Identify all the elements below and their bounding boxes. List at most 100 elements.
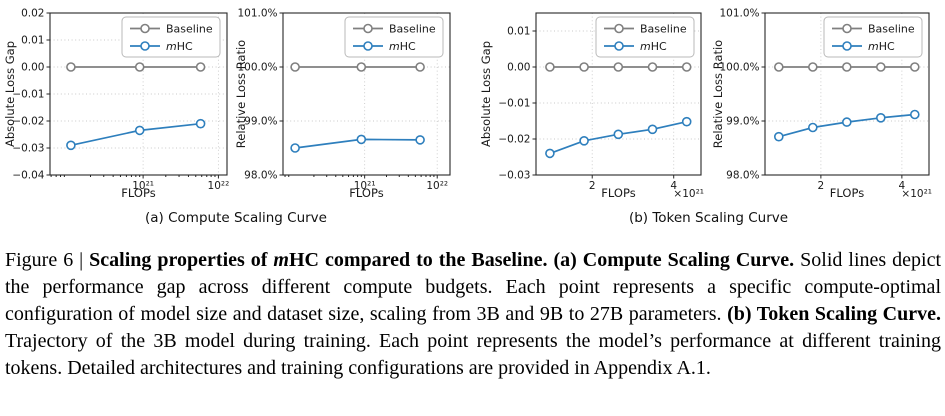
legend-sample-marker xyxy=(363,41,373,51)
chart-svg-token-relative-loss-ratio: 2 4 101.0% 100.0% 99.0% 98.0% FLOPs ×10²¹ Relati… xyxy=(711,8,932,201)
data-point-mHC xyxy=(876,113,886,123)
subcaption-compute-scaling-curve: (a) Compute Scaling Curve xyxy=(145,210,327,226)
x-axis-label: FLOPs xyxy=(601,186,635,200)
data-point-mHC xyxy=(681,116,692,127)
y-tick-label: −0.02 xyxy=(12,116,44,128)
chart-compute-relative-loss-ratio: 10²¹ 10²² 101.0% 100.0% 99.0% 98.0% FLOPs Relat… xyxy=(234,0,472,206)
data-point-Baseline xyxy=(681,62,692,72)
y-tick-label: 100.0% xyxy=(719,62,759,74)
y-tick-label: −0.01 xyxy=(498,98,530,110)
data-point-Baseline xyxy=(613,62,624,72)
y-tick-label: 100.0% xyxy=(237,62,277,74)
data-point-Baseline xyxy=(808,62,818,72)
data-point-Baseline xyxy=(356,62,367,72)
data-point-Baseline xyxy=(842,62,852,72)
data-point-mHC xyxy=(195,118,206,129)
y-tick-label: 0.01 xyxy=(507,26,530,38)
x-axis-label: FLOPs xyxy=(121,186,155,200)
y-tick-label: −0.01 xyxy=(12,89,44,101)
data-point-Baseline xyxy=(134,62,145,72)
legend-sample-marker xyxy=(842,23,852,34)
data-point-mHC xyxy=(808,122,818,133)
legend-sample-marker xyxy=(614,23,624,34)
legend-label-mHC: mHC xyxy=(868,40,895,53)
y-axis-label: Absolute Loss Gap xyxy=(479,41,493,147)
data-point-Baseline xyxy=(545,62,555,72)
y-axis-label: Absolute Loss Gap xyxy=(3,41,17,147)
legend-label-mHC: mHC xyxy=(166,40,193,53)
y-tick-label: −0.02 xyxy=(498,134,530,146)
x-tick-label: 10²² xyxy=(426,180,448,192)
data-point-Baseline xyxy=(195,62,206,72)
legend-label-Baseline: Baseline xyxy=(868,23,915,36)
x-tick-label: 10²² xyxy=(208,180,230,192)
x-tick-label: 10²¹ xyxy=(132,180,154,192)
data-point-mHC xyxy=(66,140,76,151)
y-tick-label: 98.0% xyxy=(726,170,759,182)
y-tick-label: 0.02 xyxy=(21,8,44,20)
legend-sample-marker xyxy=(140,23,150,34)
data-point-mHC xyxy=(356,134,367,145)
data-point-mHC xyxy=(613,129,624,140)
legend-sample-marker xyxy=(842,41,852,51)
data-point-mHC xyxy=(910,109,920,120)
legend-sample-marker xyxy=(614,41,624,51)
chart-svg-token-absolute-loss-gap: 2 4 0.01 0.00 −0.01 −0.02 −0.03 FLOPs ×10²¹ Absol… xyxy=(479,12,704,200)
chart-token-relative-loss-ratio: 2 4 101.0% 100.0% 99.0% 98.0% FLOPs ×10²¹ Relati… xyxy=(706,0,942,206)
y-axis-label: Relative Loss Ratio xyxy=(711,40,725,148)
legend-label-Baseline: Baseline xyxy=(166,23,213,36)
caption-segment: (b) Token Scaling Curve. xyxy=(727,303,942,325)
data-point-Baseline xyxy=(579,62,589,72)
data-point-mHC xyxy=(134,125,145,136)
x-axis-label: FLOPs xyxy=(830,186,864,200)
plot-frame xyxy=(282,12,451,176)
y-tick-label: 0.00 xyxy=(507,62,530,74)
x-tick-label: 2 xyxy=(589,180,596,192)
data-point-mHC xyxy=(647,124,658,135)
x-axis-label: FLOPs xyxy=(349,186,383,200)
caption-segment: m xyxy=(273,249,289,271)
legend-label-Baseline: Baseline xyxy=(640,23,687,36)
x-axis-offset-label: ×10²¹ xyxy=(901,188,932,200)
data-point-Baseline xyxy=(415,62,425,72)
plot-frame xyxy=(535,12,702,176)
plot-frame xyxy=(764,12,930,176)
y-tick-label: 101.0% xyxy=(237,8,277,20)
data-point-mHC xyxy=(545,148,555,159)
chart-svg-compute-relative-loss-ratio: 10²¹ 10²² 101.0% 100.0% 99.0% 98.0% FLOPs Relat… xyxy=(234,8,451,200)
x-tick-label: 4 xyxy=(899,180,906,192)
caption-segment: Trajectory of the 3B model during traini… xyxy=(5,330,941,379)
data-point-mHC xyxy=(774,131,784,142)
legend-sample-marker xyxy=(140,41,150,51)
caption-segment: Scaling properties of xyxy=(89,249,274,271)
y-tick-label: 0.01 xyxy=(21,35,44,47)
x-tick-label: 4 xyxy=(670,180,677,192)
x-axis-offset-label: ×10²¹ xyxy=(673,188,704,200)
figure-caption: Figure 6 | Scaling properties of mHC com… xyxy=(5,247,941,382)
y-tick-label: −0.04 xyxy=(12,170,44,182)
data-point-mHC xyxy=(842,117,852,127)
data-point-Baseline xyxy=(774,62,784,72)
data-point-Baseline xyxy=(66,62,76,72)
x-tick-label: 2 xyxy=(818,180,825,192)
legend-sample-marker xyxy=(363,23,373,34)
x-tick-label: 10²¹ xyxy=(354,180,376,192)
data-point-mHC xyxy=(290,143,300,153)
series-line-mHC xyxy=(70,122,201,147)
data-point-Baseline xyxy=(290,62,300,72)
chart-svg-compute-absolute-loss-gap: 10²¹ 10²² 0.02 0.01 0.00 −0.01 −0.02 −0.03 −0.04… xyxy=(3,8,230,201)
legend-label-mHC: mHC xyxy=(389,40,416,53)
chart-token-absolute-loss-gap: 2 4 0.01 0.00 −0.01 −0.02 −0.03 FLOPs ×10²¹ Absol… xyxy=(470,0,706,206)
data-point-Baseline xyxy=(910,62,920,72)
data-point-mHC xyxy=(579,136,589,146)
y-axis-label: Relative Loss Ratio xyxy=(236,40,248,148)
legend-label-mHC: mHC xyxy=(640,40,667,53)
caption-segment: HC compared to the Baseline. (a) Compute… xyxy=(288,249,795,271)
data-point-Baseline xyxy=(876,62,886,72)
y-tick-label: −0.03 xyxy=(12,143,44,155)
data-point-mHC xyxy=(415,135,425,145)
y-tick-label: 0.00 xyxy=(21,62,44,74)
charts-row: 10²¹ 10²² 0.02 0.01 0.00 −0.01 −0.02 −0.03 −0.04… xyxy=(3,0,942,206)
y-tick-label: 101.0% xyxy=(719,8,759,20)
y-tick-label: −0.03 xyxy=(498,170,530,182)
